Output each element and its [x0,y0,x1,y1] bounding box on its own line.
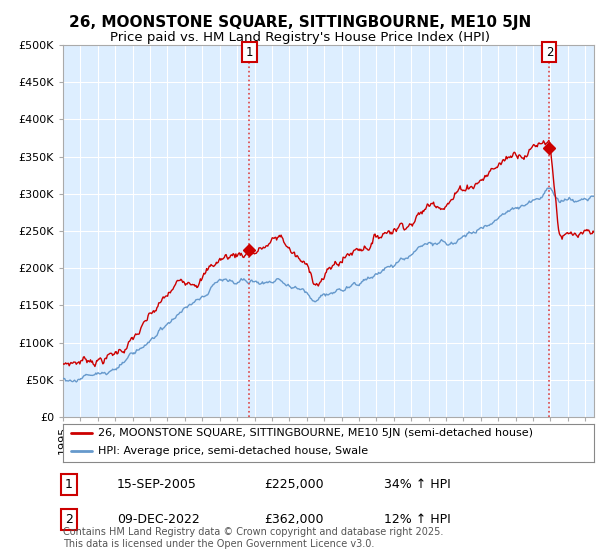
Text: Contains HM Land Registry data © Crown copyright and database right 2025.
This d: Contains HM Land Registry data © Crown c… [63,527,443,549]
Text: £225,000: £225,000 [264,478,323,491]
Text: 1: 1 [246,46,253,59]
Text: Price paid vs. HM Land Registry's House Price Index (HPI): Price paid vs. HM Land Registry's House … [110,31,490,44]
Text: 15-SEP-2005: 15-SEP-2005 [117,478,197,491]
Text: HPI: Average price, semi-detached house, Swale: HPI: Average price, semi-detached house,… [98,446,368,456]
Text: 09-DEC-2022: 09-DEC-2022 [117,513,200,526]
Text: 26, MOONSTONE SQUARE, SITTINGBOURNE, ME10 5JN: 26, MOONSTONE SQUARE, SITTINGBOURNE, ME1… [69,15,531,30]
Text: £362,000: £362,000 [264,513,323,526]
Text: 12% ↑ HPI: 12% ↑ HPI [384,513,451,526]
Text: 1: 1 [65,478,73,491]
Text: 2: 2 [65,513,73,526]
Text: 26, MOONSTONE SQUARE, SITTINGBOURNE, ME10 5JN (semi-detached house): 26, MOONSTONE SQUARE, SITTINGBOURNE, ME1… [98,428,533,438]
Text: 2: 2 [545,46,553,59]
Text: 34% ↑ HPI: 34% ↑ HPI [384,478,451,491]
